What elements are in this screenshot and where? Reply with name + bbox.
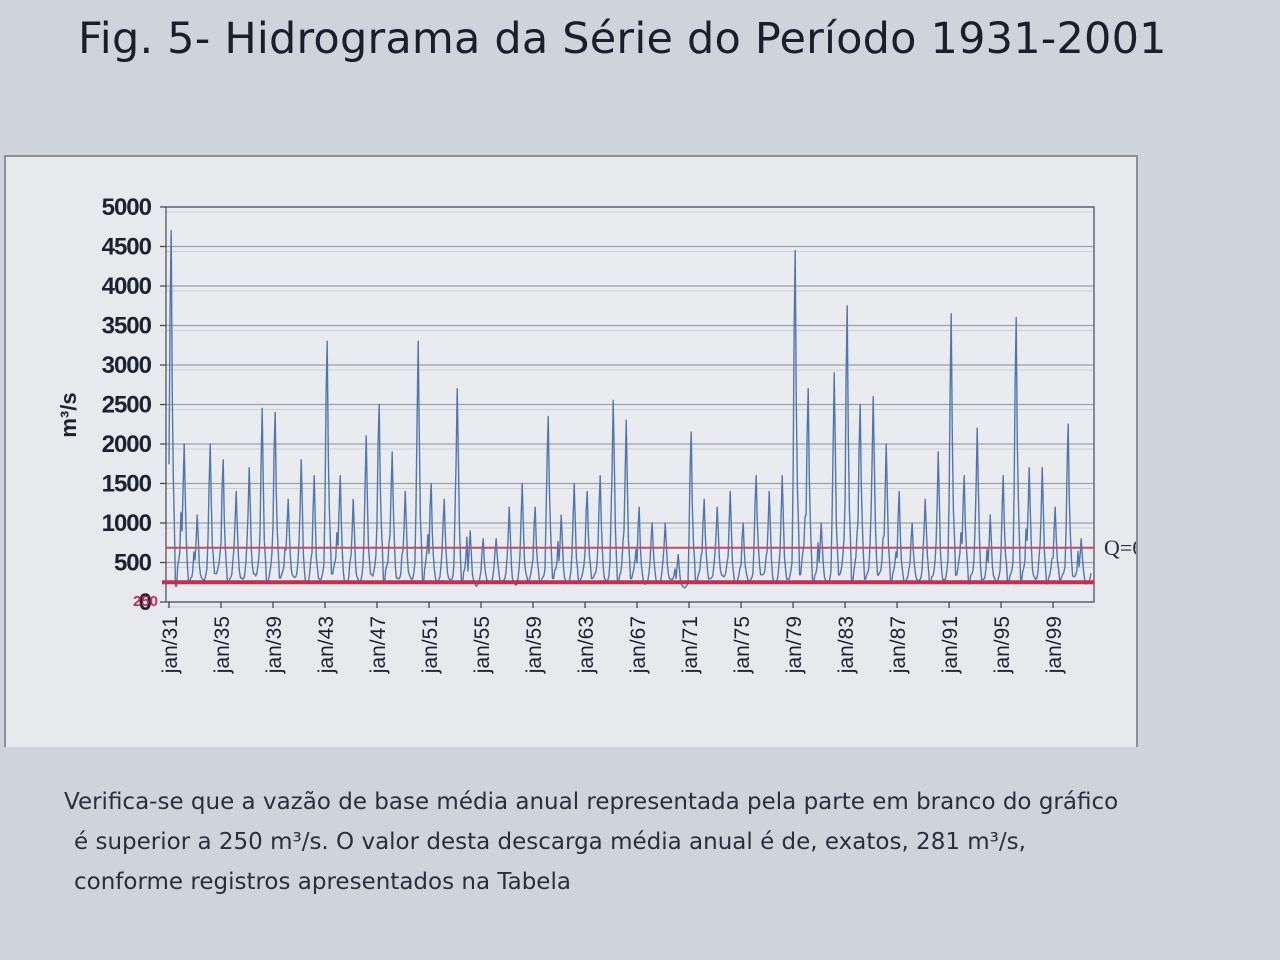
x-tick-label: jan/71 — [679, 616, 702, 674]
flow-line — [168, 230, 1092, 589]
x-tick-label: jan/39 — [263, 616, 286, 674]
axes — [160, 206, 1095, 608]
y-tick-label: 4000 — [102, 273, 152, 300]
grid-lines — [166, 206, 1094, 608]
x-tick-label: jan/79 — [783, 616, 806, 674]
hydrograph-chart-panel: 0 500 1000 1500 2000 2500 3000 3500 4000 4500 5000… — [4, 155, 1138, 747]
figure-title: Fig. 5- Hidrograma da Série do Período 1… — [78, 14, 1167, 64]
reference-lines — [162, 546, 1094, 585]
x-tick-label: jan/47 — [367, 616, 390, 674]
x-tick-label: jan/87 — [887, 616, 910, 674]
figure-caption: Verifica-se que a vazão de base média an… — [64, 782, 1274, 902]
x-tick-label: jan/75 — [731, 616, 754, 674]
y-tick-label: 0 — [139, 589, 152, 616]
y-tick-label: 2500 — [102, 392, 152, 419]
x-tick-label: jan/43 — [315, 616, 338, 674]
y-tick-label: 500 — [114, 550, 152, 577]
x-tick-label: jan/55 — [471, 616, 494, 674]
x-tick-label: jan/95 — [991, 616, 1014, 674]
y-tick-label: 1000 — [102, 510, 152, 537]
flow-series — [168, 230, 1092, 589]
x-tick-label: jan/91 — [939, 616, 962, 674]
caption-line-3: conforme registros apresentados na Tabel… — [74, 869, 571, 895]
y-tick-label: 3500 — [102, 313, 152, 340]
x-tick-label: jan/67 — [627, 616, 650, 674]
y-tick-label: 2000 — [102, 431, 152, 458]
y-tick-label: 5000 — [102, 194, 152, 221]
caption-line-1: Verifica-se que a vazão de base média an… — [64, 789, 1119, 815]
y-tick-label: 4500 — [102, 234, 152, 261]
y-tick-labels: 0 500 1000 1500 2000 2500 3000 3500 4000 4500 5000 — [102, 194, 153, 616]
x-tick-label: jan/35 — [211, 616, 234, 674]
x-tick-labels: jan/31 jan/35 jan/39 jan/43 jan/47 jan/51 jan/… — [159, 616, 1066, 674]
x-tick-label: jan/59 — [523, 616, 546, 674]
y-tick-label: 1500 — [102, 471, 152, 498]
x-tick-label: jan/51 — [419, 616, 442, 674]
x-tick-label: jan/63 — [575, 616, 598, 674]
mean-flow-label: Q=686 m³/s — [1104, 535, 1136, 560]
base-flow-label: 250 — [133, 593, 158, 610]
y-tick-label: 3000 — [102, 352, 152, 379]
x-tick-label: jan/31 — [159, 616, 182, 674]
x-tick-label: jan/99 — [1043, 616, 1066, 674]
x-tick-label: jan/83 — [835, 616, 858, 674]
y-axis-label: m³/s — [56, 392, 81, 437]
hydrograph-chart: 0 500 1000 1500 2000 2500 3000 3500 4000 4500 5000… — [56, 194, 1136, 674]
caption-line-2: é superior a 250 m³/s. O valor desta des… — [74, 829, 1026, 855]
